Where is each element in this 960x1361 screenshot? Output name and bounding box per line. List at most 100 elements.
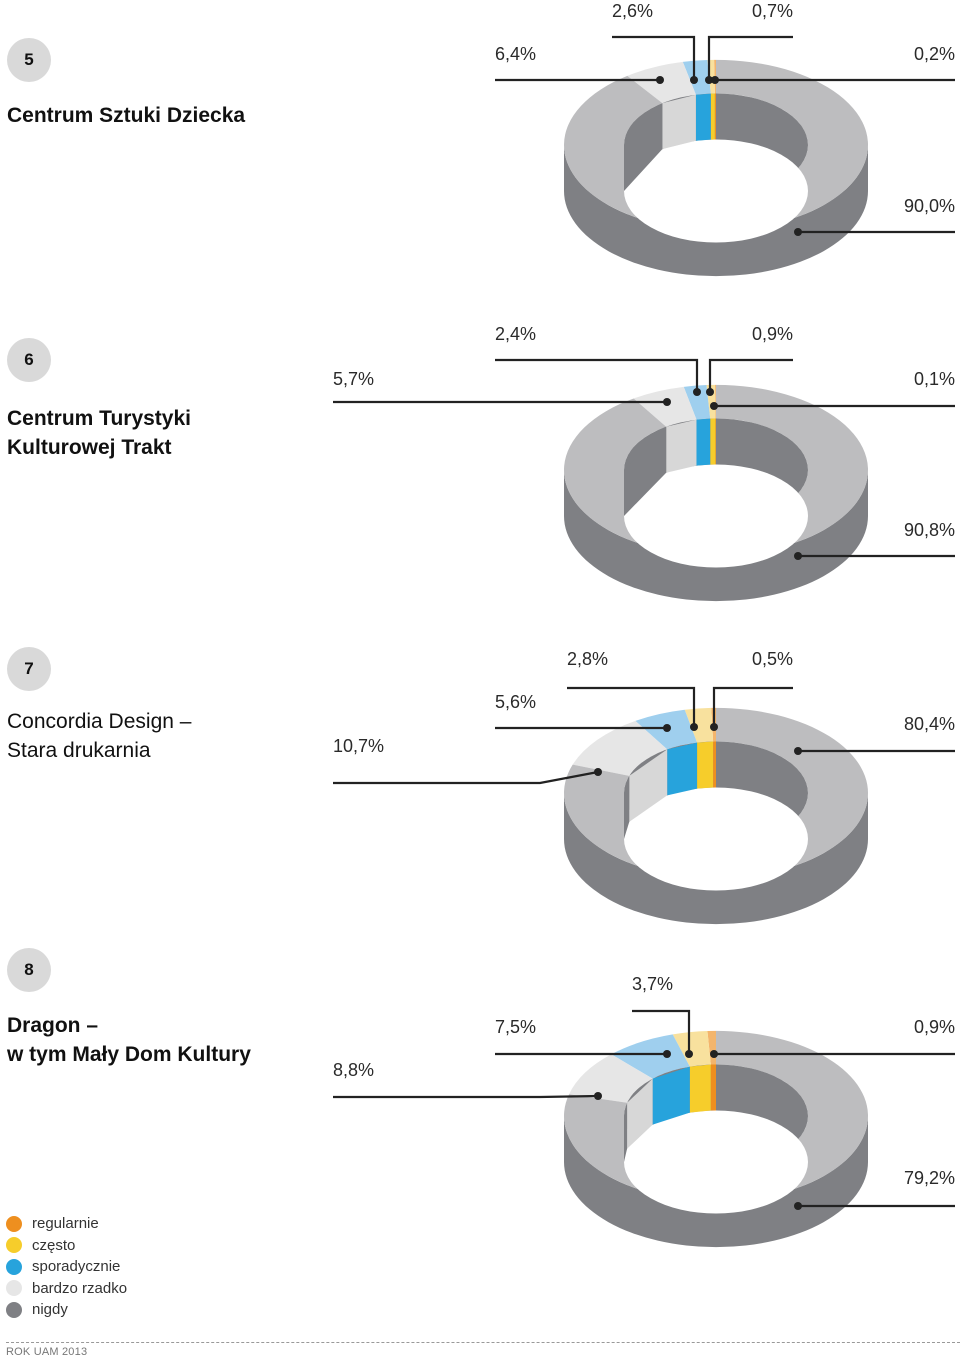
panel-5: 5 Centrum Sztuki Dziecka xyxy=(0,0,960,320)
callout-dot-czesto xyxy=(706,388,714,396)
venue-name: Centrum Sztuki Dziecka xyxy=(7,104,246,127)
donut-inner-wall-czesto xyxy=(710,418,716,465)
callout-line-bardzo-rzadko xyxy=(333,1094,599,1099)
data-label-sporadycznie: 2,4% xyxy=(495,324,536,344)
donut-slice-bardzo-rzadko xyxy=(633,386,697,427)
data-label-regularnie: 0,5% xyxy=(752,649,793,669)
donut-chart-5: 6,4% 2,6% 0,7% 0,2% 90,0% xyxy=(495,1,955,277)
panel-number-badge: 8 xyxy=(7,948,51,992)
donut-inner-wall-sporadycznie xyxy=(695,93,711,141)
callout-line-bardzo-rzadko xyxy=(333,770,599,785)
legend-swatch xyxy=(6,1280,22,1297)
legend-swatch xyxy=(6,1237,22,1254)
data-label-bardzo-rzadko: 10,7% xyxy=(333,736,384,756)
donut-slice-bardzo-rzadko xyxy=(569,1054,653,1103)
callout-dot-regularnie xyxy=(711,76,719,84)
donut-inner-wall-bardzo-rzadko xyxy=(629,749,668,822)
legend-label: nigdy xyxy=(32,1301,68,1319)
legend-label: często xyxy=(32,1236,76,1254)
panel-number: 7 xyxy=(24,659,34,678)
panel-7: 7 Concordia Design – Stara drukarnia xyxy=(0,640,960,940)
panel-number: 6 xyxy=(24,350,34,369)
donut-outer-wall xyxy=(564,470,868,602)
legend-label: bardzo rzadko xyxy=(32,1279,128,1297)
data-label-regularnie: 0,1% xyxy=(914,369,955,389)
donut-slice-regularnie xyxy=(715,384,716,419)
callout-dot-sporadycznie xyxy=(693,388,701,396)
donut-hole xyxy=(624,139,808,243)
data-label-czesto: 2,8% xyxy=(567,649,608,669)
data-label-bardzo-rzadko: 5,7% xyxy=(333,369,374,389)
data-label-sporadycznie: 7,5% xyxy=(495,1017,536,1037)
donut-inner-wall-sporadycznie xyxy=(652,1066,690,1125)
callout-line-regularnie xyxy=(712,686,793,727)
panel-6: 6 Centrum Turystyki Kulturowej Trakt xyxy=(0,320,960,640)
donut-slice-czesto xyxy=(672,1031,711,1067)
legend-label: sporadycznie xyxy=(32,1258,121,1276)
panel-number-badge: 6 xyxy=(7,338,51,382)
data-label-nigdy: 90,8% xyxy=(904,520,955,540)
callout-dot-nigdy xyxy=(794,228,802,236)
callout-dot-czesto xyxy=(690,723,698,731)
legend-swatch xyxy=(6,1215,22,1232)
donut-inner-wall-regularnie xyxy=(713,741,716,788)
panel-number-badge: 5 xyxy=(7,38,51,82)
callout-line-czesto xyxy=(567,686,696,727)
footer-credit: ROK UAM 2013 xyxy=(6,1346,88,1358)
callout-dot-sporadycznie xyxy=(663,1050,671,1058)
legend-item-regularnie: regularnie xyxy=(6,1213,127,1235)
callout-dot-bardzo-rzadko xyxy=(594,1092,602,1100)
venue-name: Centrum Turystyki Kulturowej Trakt xyxy=(7,407,191,459)
donut-outer-wall xyxy=(564,145,868,277)
donut-slice-sporadycznie xyxy=(683,385,711,420)
callout-dot-regularnie xyxy=(710,723,718,731)
callout-dot-czesto xyxy=(705,76,713,84)
data-label-czesto: 0,9% xyxy=(752,324,793,344)
donut-inner-wall-sporadycznie xyxy=(667,742,698,796)
callout-line-czesto xyxy=(632,1009,691,1054)
callout-dot-nigdy xyxy=(794,1202,802,1210)
donut-outer-wall xyxy=(564,1116,868,1248)
callout-line-czesto xyxy=(708,358,793,392)
callout-dot-bardzo-rzadko xyxy=(594,768,602,776)
donut-inner-wall-nigdy xyxy=(624,1102,628,1162)
donut-chart-6: 5,7% 2,4% 0,9% 0,1% 90,8% xyxy=(333,324,955,602)
donut-outer-wall xyxy=(564,793,868,925)
legend-item-sporadycznie: sporadycznie xyxy=(6,1256,127,1278)
data-label-regularnie: 0,9% xyxy=(914,1017,955,1037)
donut-inner-wall-regularnie xyxy=(710,1064,716,1111)
donut-inner-wall-bardzo-rzadko xyxy=(662,94,696,150)
data-label-nigdy: 80,4% xyxy=(904,714,955,734)
venue-name: Concordia Design – Stara drukarnia xyxy=(7,710,192,762)
callout-dot-sporadycznie xyxy=(663,724,671,732)
donut-chart-8: 8,8% 7,5% 3,7% 0,9% 79,2% xyxy=(333,974,955,1248)
callout-dot-sporadycznie xyxy=(690,76,698,84)
donut-slice-bardzo-rzadko xyxy=(572,720,668,776)
donut-hole xyxy=(624,464,808,568)
data-label-nigdy: 79,2% xyxy=(904,1168,955,1188)
data-label-czesto: 3,7% xyxy=(632,974,673,994)
donut-inner-wall-czesto xyxy=(710,93,715,140)
donut-inner-wall-sporadycznie xyxy=(696,418,711,466)
legend-swatch xyxy=(6,1301,22,1318)
panel-number-badge: 7 xyxy=(7,647,51,691)
donut-inner-wall-nigdy xyxy=(624,103,663,191)
legend-swatch xyxy=(6,1258,22,1275)
callout-dot-nigdy xyxy=(794,552,802,560)
callout-dot-nigdy xyxy=(794,747,802,755)
legend-label: regularnie xyxy=(32,1215,99,1233)
panel-number: 5 xyxy=(24,50,34,69)
donut-inner-wall-bardzo-rzadko xyxy=(666,419,697,473)
legend-item-bardzo-rzadko: bardzo rzadko xyxy=(6,1278,127,1300)
callout-line-czesto xyxy=(707,35,793,80)
donut-hole xyxy=(624,787,808,891)
callout-dot-regularnie xyxy=(710,1050,718,1058)
callout-line-sporadycznie xyxy=(495,358,699,392)
callout-dot-bardzo-rzadko xyxy=(663,398,671,406)
data-label-bardzo-rzadko: 6,4% xyxy=(495,44,536,64)
panel-number: 8 xyxy=(24,960,34,979)
donut-inner-wall-bardzo-rzadko xyxy=(627,1078,653,1149)
footer-divider xyxy=(6,1342,960,1343)
legend-item-nigdy: nigdy xyxy=(6,1299,127,1321)
